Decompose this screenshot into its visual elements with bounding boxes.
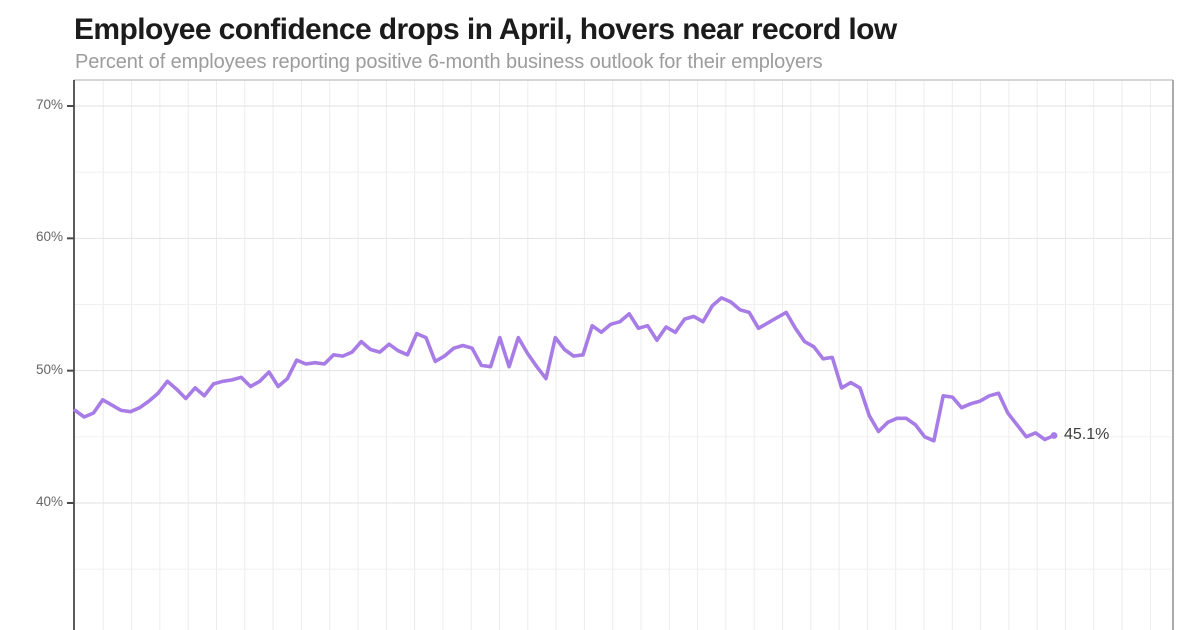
y-tick-label: 50%	[35, 361, 63, 377]
end-value-label: 45.1%	[1064, 425, 1110, 443]
series-end-dot	[1050, 432, 1058, 439]
y-tick-label: 60%	[35, 229, 63, 245]
chart-title: Employee confidence drops in April, hove…	[74, 13, 897, 46]
y-tick-label: 70%	[35, 96, 63, 112]
confidence-series-line	[73, 296, 1056, 443]
y-tick-label: 40%	[35, 493, 63, 509]
chart-subtitle: Percent of employees reporting positive …	[75, 51, 823, 73]
